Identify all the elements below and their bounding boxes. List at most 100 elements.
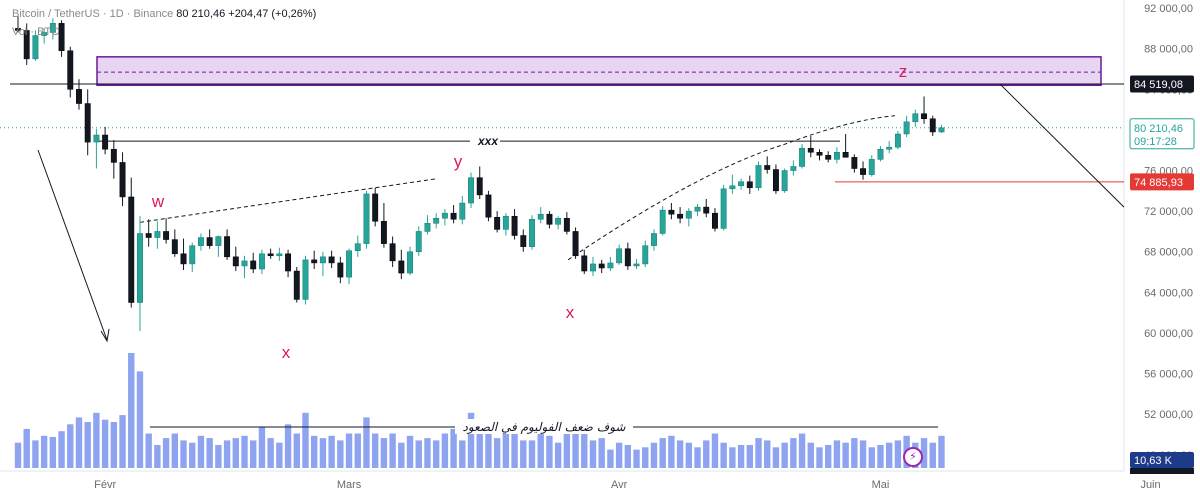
volume-bar	[938, 435, 945, 468]
candle-body	[154, 231, 161, 238]
volume-bar	[668, 435, 675, 468]
volume-bar	[128, 353, 135, 468]
volume-bar	[563, 433, 571, 468]
candle-body	[642, 245, 649, 265]
volume-bar	[32, 440, 39, 468]
candle-body	[511, 215, 518, 236]
volume-bar	[49, 436, 57, 468]
candle-body	[224, 236, 231, 258]
candle-body	[816, 152, 823, 156]
volume-bar	[136, 371, 144, 468]
candle-body	[938, 127, 945, 133]
y-tick-label: 56 000,00	[1144, 369, 1193, 381]
candle-body	[145, 233, 152, 238]
candle-body	[607, 262, 614, 269]
volume-bar	[232, 438, 239, 468]
symbol-label[interactable]: Bitcoin / TetherUS · 1D · Binance	[12, 8, 174, 20]
candle-body	[32, 35, 39, 60]
candle-body	[529, 219, 535, 247]
wave-label-y: y	[454, 152, 463, 171]
candle-body	[572, 231, 579, 257]
x-tick-label: Mai	[872, 479, 890, 491]
candle-body	[76, 89, 82, 104]
candle-body	[380, 221, 387, 244]
volume-bar	[589, 440, 597, 468]
volume-bar	[75, 417, 83, 468]
candle-body	[555, 218, 562, 225]
x-tick-label: Juin	[1140, 479, 1160, 491]
candle-body	[833, 152, 840, 160]
candle-body	[520, 235, 527, 247]
volume-bar	[859, 440, 867, 468]
y-tick-label: 68 000,00	[1144, 247, 1193, 259]
volume-bar	[894, 440, 902, 468]
candle-body	[84, 103, 91, 143]
volume-bar	[398, 442, 405, 468]
volume-label: Vol · BTC	[12, 26, 60, 38]
x-tick-label: Mars	[337, 479, 362, 491]
candle-body	[903, 121, 910, 135]
candle-body	[598, 263, 605, 269]
candle-body	[651, 233, 657, 246]
candle-body	[825, 155, 832, 160]
candle-body	[415, 231, 422, 252]
candle-body	[293, 270, 300, 300]
candle-body	[502, 215, 509, 230]
volume-bar	[885, 442, 893, 468]
candle-body	[781, 170, 788, 192]
impulse-arrow-line	[37, 149, 108, 341]
volume-bar	[528, 440, 536, 468]
volume-bar	[598, 438, 605, 468]
candle-body	[563, 218, 570, 232]
volume-bar	[476, 422, 483, 468]
candle-body	[860, 168, 867, 175]
candle-body	[67, 50, 74, 90]
candle-body	[58, 23, 65, 52]
wave-label-z: z	[899, 62, 908, 81]
volume-bar	[816, 447, 823, 468]
candle-body	[41, 32, 48, 36]
candle-body	[746, 181, 753, 189]
volume-bar	[450, 428, 457, 468]
candle-body	[877, 148, 884, 160]
volume-bar	[58, 431, 65, 468]
projection-line	[999, 83, 1125, 208]
volume-bar	[328, 435, 335, 468]
candle-body	[372, 193, 379, 222]
candle-body	[232, 256, 239, 267]
bolt-icon[interactable]: ⚡	[903, 447, 923, 467]
candle-body	[346, 250, 353, 278]
volume-bar	[615, 442, 623, 468]
dashed-trendline-left	[139, 178, 438, 223]
volume-bar	[337, 440, 344, 468]
candle-body	[302, 259, 309, 300]
volume-tag-bg	[1130, 452, 1194, 468]
volume-bar	[868, 447, 875, 468]
bottom-price-tag-bg	[1130, 468, 1194, 474]
candle-body	[581, 255, 588, 272]
candle-body	[137, 233, 143, 303]
candle-body	[912, 113, 919, 123]
candle-body	[772, 169, 779, 192]
support-price-tag: 74 885,93	[1134, 177, 1183, 189]
volume-bar	[729, 447, 736, 468]
volume-bar	[267, 438, 274, 468]
volume-bar	[371, 433, 379, 468]
volume-bar	[746, 445, 753, 468]
candle-body	[711, 212, 718, 229]
volume-bar	[241, 435, 248, 468]
y-tick-label: 64 000,00	[1144, 287, 1193, 299]
candle-body	[119, 162, 126, 198]
candle-body	[894, 133, 901, 148]
candle-body	[659, 209, 666, 234]
volume-bar	[67, 424, 74, 468]
volume-bar	[520, 440, 527, 468]
volume-bar	[720, 442, 727, 468]
volume-bar	[624, 445, 632, 468]
candle-body	[241, 260, 248, 267]
candle-body	[764, 165, 771, 170]
volume-bar	[929, 442, 936, 468]
volume-bar	[833, 440, 841, 468]
x-tick-label: Févr	[94, 479, 116, 491]
